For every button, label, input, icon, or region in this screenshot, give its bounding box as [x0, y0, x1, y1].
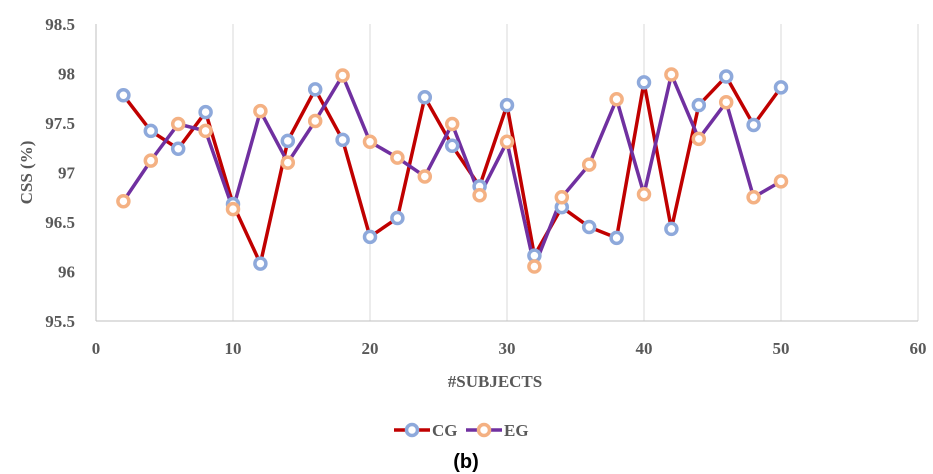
axes	[95, 24, 918, 322]
y-tick-label: 97.5	[45, 114, 75, 133]
data-point-eg	[143, 153, 159, 168]
data-point-eg	[116, 193, 131, 209]
data-point-cg	[335, 132, 350, 148]
figure-caption: (b)	[453, 451, 479, 473]
legend-item-cg: CG	[394, 421, 458, 440]
data-point-eg	[362, 134, 378, 150]
data-point-eg	[253, 103, 268, 119]
data-point-eg	[691, 131, 707, 147]
y-tick-label: 98.5	[45, 15, 75, 34]
data-point-eg	[225, 201, 241, 217]
data-point-cg	[444, 138, 460, 154]
data-point-eg	[773, 174, 789, 189]
data-point-cg	[170, 141, 186, 156]
tick-labels: 0 10 20 30 40 50 60 95.5 96 96.5 97 97.5 98 98.5	[45, 15, 926, 358]
data-point-eg	[472, 188, 487, 203]
data-point-eg	[581, 157, 597, 172]
data-point-cg	[718, 69, 734, 84]
data-point-cg	[362, 229, 378, 245]
data-point-eg	[198, 123, 213, 139]
data-point-eg	[444, 116, 460, 132]
legend-marker	[476, 422, 492, 438]
data-point-cg	[773, 80, 789, 95]
data-point-eg	[390, 150, 405, 165]
gridlines	[232, 24, 919, 321]
legend-marker	[404, 422, 420, 438]
data-point-cg	[143, 123, 159, 139]
x-tick-label: 0	[92, 339, 101, 358]
y-axis-title: CSS (%)	[17, 141, 36, 205]
y-tick-label: 96.5	[45, 213, 75, 232]
data-point-cg	[499, 97, 515, 113]
data-point-eg	[664, 67, 679, 82]
legend-label: CG	[432, 421, 458, 440]
data-point-cg	[581, 219, 597, 235]
x-tick-label: 40	[636, 339, 653, 358]
data-point-cg	[636, 75, 652, 90]
legend: CG EG	[394, 421, 529, 440]
x-tick-label: 60	[910, 339, 927, 358]
data-point-eg	[170, 116, 186, 132]
data-point-eg	[609, 91, 624, 107]
legend-item-eg: EG	[466, 421, 529, 440]
x-tick-label: 10	[225, 339, 242, 358]
data-point-cg	[609, 230, 624, 246]
y-tick-label: 95.5	[45, 312, 75, 331]
data-point-eg	[527, 259, 542, 274]
data-point-cg	[746, 117, 761, 133]
data-point-cg	[691, 97, 707, 113]
data-point-eg	[307, 113, 323, 129]
data-point-eg	[280, 155, 296, 170]
data-point-cg	[116, 88, 131, 103]
legend-label: EG	[504, 421, 529, 440]
series-lines	[121, 72, 783, 269]
x-tick-label: 30	[499, 339, 516, 358]
x-tick-label: 50	[773, 339, 790, 358]
data-point-eg	[746, 190, 761, 205]
data-point-cg	[198, 104, 213, 120]
data-point-cg	[307, 82, 323, 97]
data-point-cg	[417, 90, 433, 105]
y-tick-label: 96	[58, 263, 75, 282]
data-point-eg	[554, 190, 570, 205]
data-point-cg	[280, 133, 296, 149]
data-point-eg	[499, 134, 515, 150]
x-tick-label: 20	[362, 339, 379, 358]
data-point-cg	[253, 256, 268, 271]
data-point-eg	[636, 187, 652, 202]
series-markers	[116, 67, 789, 274]
data-point-eg	[417, 169, 433, 184]
data-point-eg	[718, 94, 734, 110]
data-point-eg	[335, 68, 350, 83]
y-tick-label: 97	[58, 164, 76, 183]
y-tick-label: 98	[58, 65, 75, 84]
x-axis-title: #SUBJECTS	[448, 372, 542, 391]
data-point-cg	[390, 210, 405, 226]
data-point-cg	[664, 221, 679, 237]
